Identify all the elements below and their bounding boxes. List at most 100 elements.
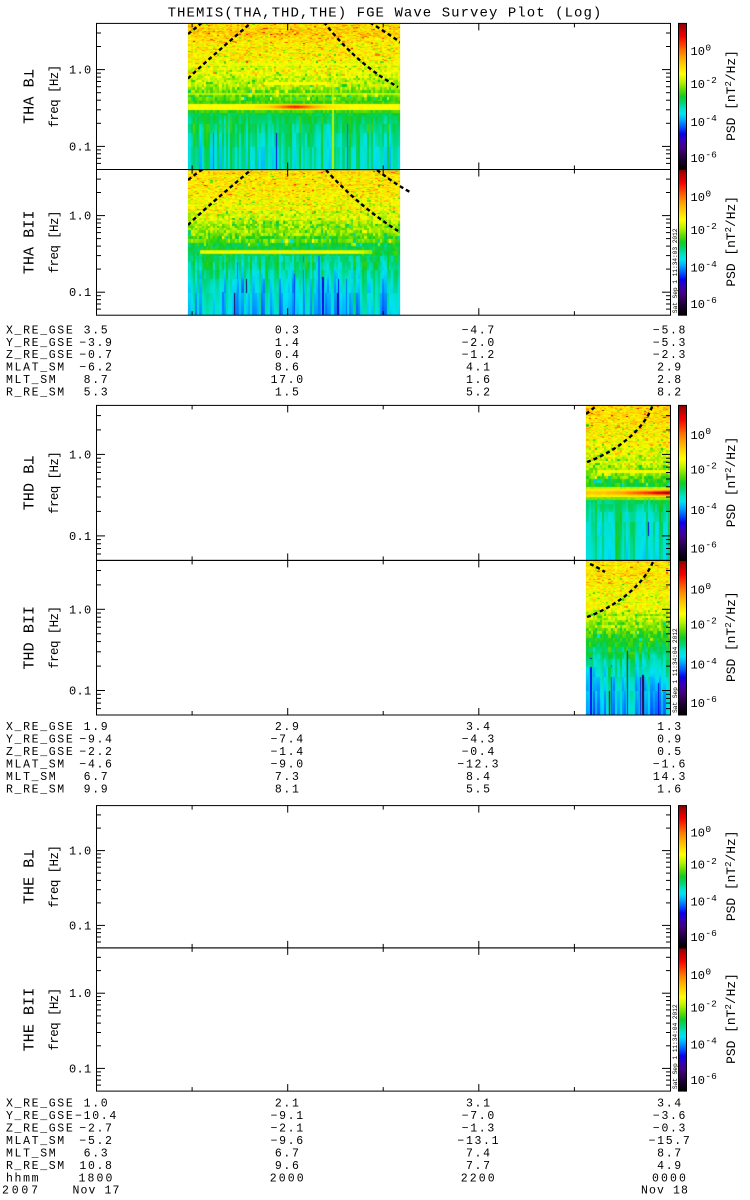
svg-text:8.6: 8.6 [275, 362, 301, 375]
svg-text:−1.6: −1.6 [653, 759, 687, 772]
svg-text:6.3: 6.3 [84, 1147, 110, 1160]
svg-text:0.4: 0.4 [275, 349, 301, 362]
svg-text:1.0: 1.0 [69, 603, 92, 617]
svg-text:100: 100 [691, 42, 712, 59]
svg-text:PSD [nT2/Hz]: PSD [nT2/Hz] [723, 50, 739, 141]
svg-text:MLT_SM: MLT_SM [6, 374, 57, 387]
svg-text:5.2: 5.2 [466, 387, 492, 400]
svg-text:0000: 0000 [652, 1172, 688, 1185]
svg-text:−9.0: −9.0 [271, 759, 305, 772]
svg-text:THE B⊥: THE B⊥ [22, 849, 39, 904]
svg-text:10-4: 10-4 [691, 113, 718, 130]
svg-text:−2.0: −2.0 [462, 337, 496, 350]
svg-text:−7.4: −7.4 [271, 734, 305, 747]
svg-text:X_RE_GSE: X_RE_GSE [6, 324, 74, 337]
svg-text:10-4: 10-4 [691, 259, 718, 276]
svg-text:10-2: 10-2 [691, 75, 718, 92]
svg-text:Y_RE_GSE: Y_RE_GSE [6, 337, 74, 350]
svg-text:1.0: 1.0 [69, 210, 92, 224]
svg-text:1.6: 1.6 [466, 374, 492, 387]
svg-text:10-6: 10-6 [691, 928, 718, 945]
svg-text:10-2: 10-2 [691, 221, 718, 238]
svg-text:0.1: 0.1 [69, 530, 92, 544]
svg-text:MLAT_SM: MLAT_SM [6, 759, 66, 772]
svg-text:THA B⊥: THA B⊥ [22, 69, 39, 124]
svg-text:Z_RE_GSE: Z_RE_GSE [6, 746, 74, 759]
svg-text:5.5: 5.5 [466, 783, 492, 796]
svg-text:3.4: 3.4 [657, 1098, 683, 1111]
svg-text:8.7: 8.7 [657, 1147, 683, 1160]
svg-text:−6.2: −6.2 [79, 362, 113, 375]
svg-text:10-4: 10-4 [691, 1036, 718, 1053]
svg-text:10-4: 10-4 [691, 893, 718, 910]
svg-text:−4.7: −4.7 [462, 324, 496, 337]
svg-text:2007: 2007 [2, 1185, 41, 1198]
svg-text:10.8: 10.8 [79, 1160, 113, 1173]
svg-text:−0.3: −0.3 [653, 1123, 687, 1136]
svg-text:MLT_SM: MLT_SM [6, 771, 57, 784]
svg-text:−7.0: −7.0 [462, 1110, 496, 1123]
svg-text:10-6: 10-6 [691, 694, 718, 711]
svg-text:R_RE_SM: R_RE_SM [6, 783, 66, 796]
svg-text:1.0: 1.0 [69, 448, 92, 462]
svg-text:0.1: 0.1 [69, 685, 92, 699]
svg-text:hhmm: hhmm [6, 1172, 40, 1185]
svg-text:100: 100 [691, 426, 712, 443]
svg-text:R_RE_SM: R_RE_SM [6, 1160, 66, 1173]
svg-text:10-6: 10-6 [691, 1071, 718, 1088]
svg-text:−1.4: −1.4 [271, 746, 305, 759]
svg-text:0.1: 0.1 [69, 286, 92, 300]
svg-text:1.4: 1.4 [275, 337, 301, 350]
svg-text:PSD [nT2/Hz]: PSD [nT2/Hz] [723, 437, 739, 528]
svg-text:−10.4: −10.4 [75, 1110, 118, 1123]
svg-text:8.2: 8.2 [657, 387, 683, 400]
svg-text:freq [Hz]: freq [Hz] [48, 211, 62, 273]
svg-text:3.5: 3.5 [84, 324, 110, 337]
svg-text:10-2: 10-2 [691, 461, 718, 478]
svg-text:−0.4: −0.4 [462, 746, 496, 759]
svg-text:1.6: 1.6 [657, 783, 683, 796]
svg-text:−4.6: −4.6 [79, 759, 113, 772]
svg-text:100: 100 [691, 188, 712, 205]
svg-text:5.3: 5.3 [84, 387, 110, 400]
svg-text:2.8: 2.8 [657, 374, 683, 387]
svg-text:MLAT_SM: MLAT_SM [6, 362, 66, 375]
svg-text:4.1: 4.1 [466, 362, 492, 375]
svg-text:100: 100 [691, 966, 712, 983]
svg-text:−9.1: −9.1 [271, 1110, 305, 1123]
svg-text:Y_RE_GSE: Y_RE_GSE [6, 1110, 74, 1123]
svg-text:Sat Sep 1 11:34:04 2012: Sat Sep 1 11:34:04 2012 [672, 628, 679, 713]
svg-text:10-6: 10-6 [691, 295, 718, 312]
svg-text:freq [Hz]: freq [Hz] [48, 988, 62, 1050]
svg-text:9.9: 9.9 [84, 783, 110, 796]
svg-text:Nov 18: Nov 18 [641, 1185, 689, 1198]
svg-text:0.5: 0.5 [657, 746, 683, 759]
svg-text:0.3: 0.3 [275, 324, 301, 337]
svg-text:14.3: 14.3 [653, 771, 687, 784]
svg-text:7.7: 7.7 [466, 1160, 492, 1173]
svg-text:0.9: 0.9 [657, 734, 683, 747]
svg-text:10-6: 10-6 [691, 149, 718, 166]
svg-text:freq [Hz]: freq [Hz] [48, 65, 62, 127]
svg-text:PSD [nT2/Hz]: PSD [nT2/Hz] [723, 196, 739, 287]
svg-text:R_RE_SM: R_RE_SM [6, 387, 66, 400]
svg-text:2000: 2000 [270, 1172, 306, 1185]
svg-text:8.7: 8.7 [84, 374, 110, 387]
svg-text:Z_RE_GSE: Z_RE_GSE [6, 349, 74, 362]
svg-text:1.0: 1.0 [69, 845, 92, 859]
svg-text:X_RE_GSE: X_RE_GSE [6, 1098, 74, 1111]
svg-text:freq [Hz]: freq [Hz] [48, 452, 62, 514]
svg-text:2200: 2200 [461, 1172, 497, 1185]
svg-text:MLT_SM: MLT_SM [6, 1147, 57, 1160]
svg-text:17.0: 17.0 [271, 374, 305, 387]
svg-text:−3.9: −3.9 [79, 337, 113, 350]
svg-text:−4.3: −4.3 [462, 734, 496, 747]
svg-text:1.5: 1.5 [275, 387, 301, 400]
svg-text:freq [Hz]: freq [Hz] [48, 846, 62, 908]
svg-text:−13.1: −13.1 [457, 1135, 500, 1148]
svg-text:7.4: 7.4 [466, 1147, 492, 1160]
svg-text:100: 100 [691, 824, 712, 841]
svg-text:−12.3: −12.3 [457, 759, 500, 772]
svg-text:3.1: 3.1 [466, 1098, 492, 1111]
svg-text:10-4: 10-4 [691, 501, 718, 518]
